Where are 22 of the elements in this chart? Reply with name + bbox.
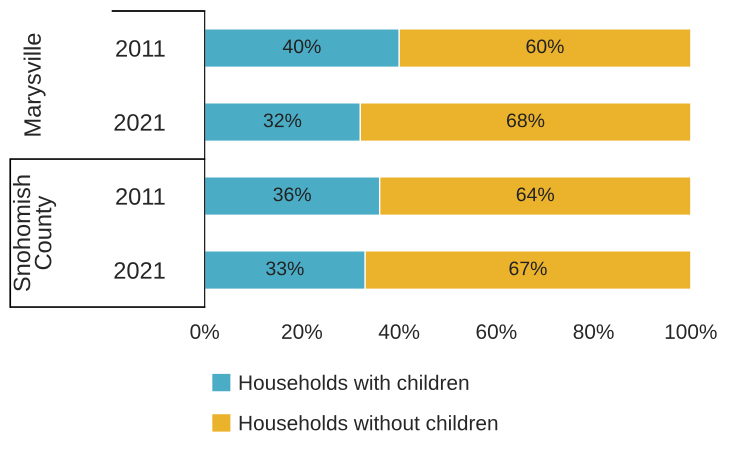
data-label: 36% [273,188,311,202]
x-tick-label: 100% [666,324,717,340]
data-label: 68% [507,113,544,128]
data-label: 64% [516,188,554,202]
text: Snohomish County [12,176,56,292]
x-tick-label: 0% [190,324,219,340]
legend-label: Households with children [240,374,468,390]
y-tick-label: 2021 [114,114,165,131]
y-tick-label: 2011 [116,40,165,57]
data-label: 33% [266,262,304,276]
data-label: 32% [264,113,302,128]
x-tick-label: 20% [282,324,322,340]
x-tick-label: 60% [476,324,516,340]
data-label: 40% [282,39,321,54]
text: Marysville [24,34,46,136]
x-tick-label: 80% [574,324,614,340]
data-label: 60% [526,39,564,54]
x-tick-label: 40% [378,324,420,340]
legend-label: Households without children [240,415,498,430]
y-tick-label: 2021 [114,262,165,279]
y-tick-label: 2011 [116,188,165,205]
data-label: 67% [509,262,547,276]
